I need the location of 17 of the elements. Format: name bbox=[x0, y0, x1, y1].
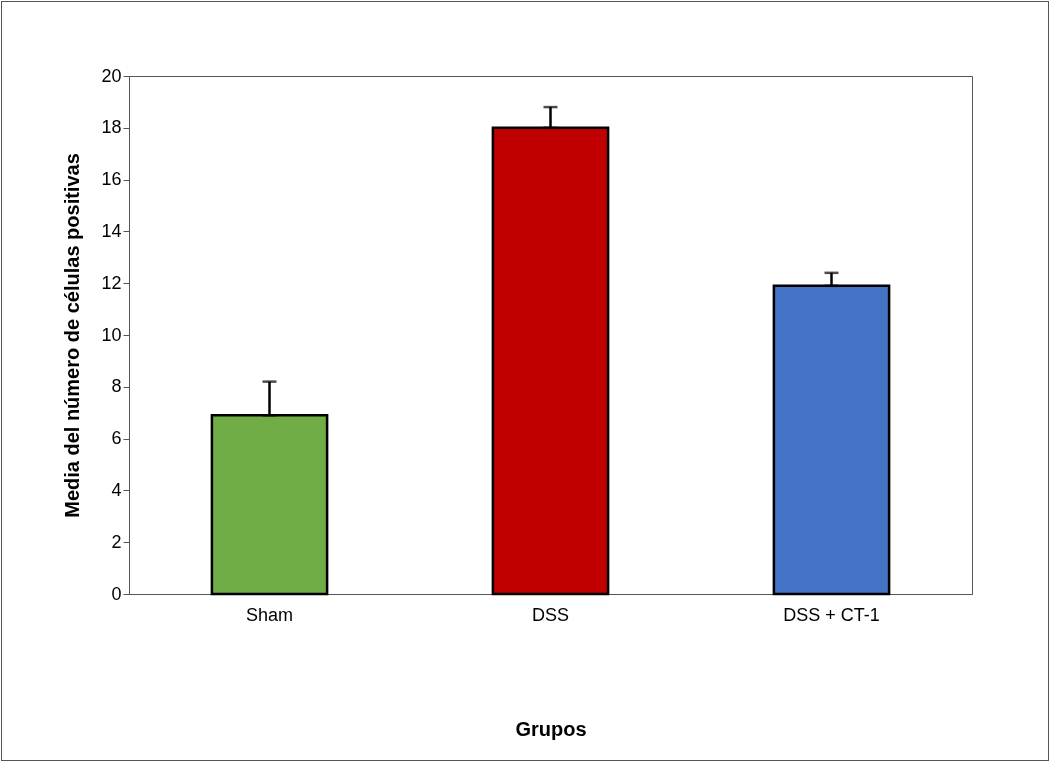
y-tick-label: 6 bbox=[111, 428, 122, 449]
y-tick-label: 4 bbox=[111, 479, 122, 500]
y-tick-label: 8 bbox=[111, 376, 122, 397]
y-tick-label: 0 bbox=[111, 583, 122, 604]
x-axis-title: Grupos bbox=[515, 717, 587, 740]
y-tick-label: 14 bbox=[101, 220, 122, 241]
y-tick-label: 10 bbox=[101, 324, 122, 345]
bar bbox=[210, 414, 329, 596]
y-axis-title: Media del número de células positivas bbox=[61, 153, 84, 518]
x-tick-label: DSS bbox=[531, 604, 570, 625]
y-tick-label: 18 bbox=[101, 117, 122, 138]
y-tick-label: 16 bbox=[101, 169, 122, 190]
x-tick-label: Sham bbox=[245, 604, 294, 625]
x-tick-label: DSS + CT-1 bbox=[783, 604, 880, 625]
y-tick-label: 12 bbox=[101, 272, 122, 293]
y-tick-label: 2 bbox=[111, 531, 122, 552]
y-tick-label: 20 bbox=[101, 65, 122, 86]
